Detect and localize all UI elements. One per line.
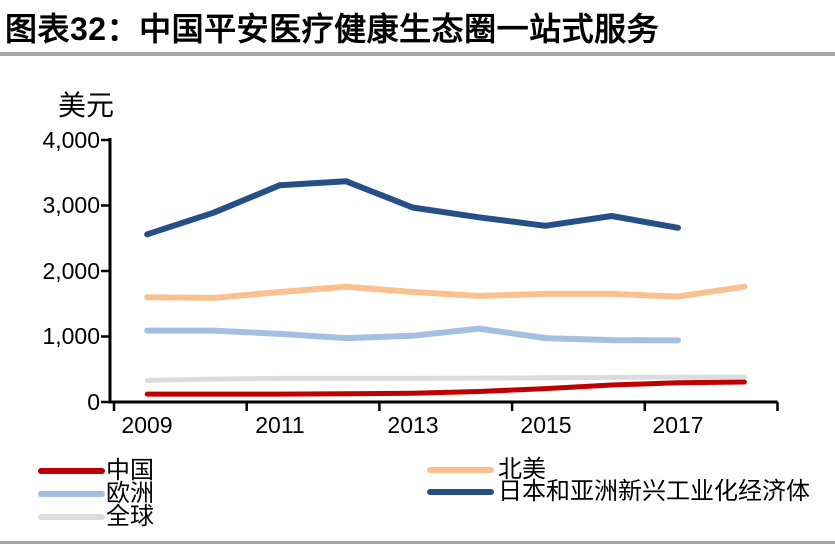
legend-item-global [38,514,105,520]
legend-label-japan-asia-nie: 日本和亚洲新兴工业化经济体 [498,478,810,505]
legend-swatch-north-america [427,467,494,473]
legend-swatch-japan-asia-nie [427,489,494,495]
y-tick-label: 1,000 [42,323,100,349]
legend-label-north-america: 北美 [498,456,546,483]
legend-item-china [38,468,105,474]
legend-item-north-america [427,467,494,473]
x-tick-label: 2013 [387,412,439,438]
legend-swatch-global [38,514,105,520]
bottom-divider [0,541,835,544]
page-title: 图表32：中国平安医疗健康生态圈一站式服务 [5,11,660,47]
y-axis-unit-label: 美元 [58,90,115,121]
y-tick-label: 3,000 [42,192,100,218]
legend-label-china: 中国 [106,457,154,484]
axis-lines [108,138,778,404]
line-chart [101,138,779,411]
series-line-4 [144,178,681,238]
x-tick-label: 2015 [520,412,572,438]
legend-item-europe [38,491,105,497]
legend-swatch-china [38,468,105,474]
title-divider [0,52,835,56]
y-tick-label: 4,000 [42,127,100,153]
x-tick-label: 2017 [652,412,704,438]
x-tick-label: 2011 [255,412,305,438]
legend-label-global: 全球 [106,503,154,530]
y-tick-label: 0 [87,389,100,415]
y-tick-label: 2,000 [42,258,100,284]
series-line-0 [144,379,747,397]
series-line-3 [144,374,747,383]
legend-item-japan-asia-nie [427,489,494,495]
series-line-1 [144,283,748,301]
x-tick-label: 2009 [121,412,173,438]
legend-swatch-europe [38,491,105,497]
legend-label-europe: 欧洲 [106,480,154,507]
series-line-2 [144,325,681,344]
